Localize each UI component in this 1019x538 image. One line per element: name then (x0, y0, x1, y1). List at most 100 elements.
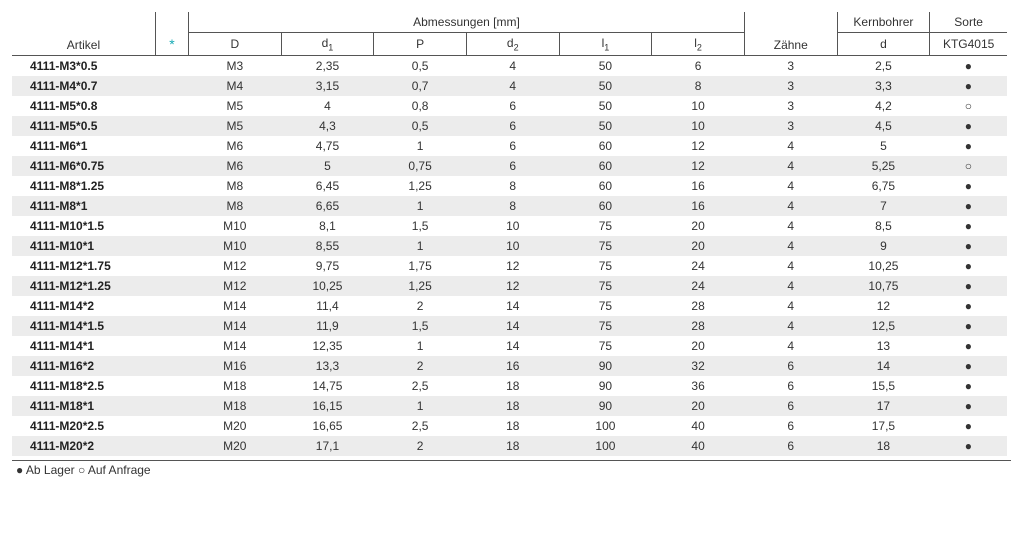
cell-l2: 12 (652, 136, 745, 156)
cell-l1: 75 (559, 256, 652, 276)
cell-d2: 18 (466, 376, 559, 396)
cell-star (155, 356, 188, 376)
cell-P: 0,8 (374, 96, 467, 116)
cell-artikel: 4111-M10*1 (12, 236, 155, 256)
cell-zahne: 6 (744, 436, 837, 456)
cell-D: M8 (188, 176, 281, 196)
cell-artikel: 4111-M5*0.8 (12, 96, 155, 116)
cell-artikel: 4111-M18*2.5 (12, 376, 155, 396)
cell-zahne: 6 (744, 376, 837, 396)
cell-artikel: 4111-M10*1.5 (12, 216, 155, 236)
table-row: 4111-M14*2M1411,42147528412● (12, 296, 1007, 316)
cell-d1: 4,75 (281, 136, 374, 156)
cell-l1: 75 (559, 316, 652, 336)
cell-kern-d: 3,3 (837, 76, 930, 96)
cell-l1: 50 (559, 116, 652, 136)
cell-d2: 12 (466, 256, 559, 276)
cell-kern-d: 10,75 (837, 276, 930, 296)
table-row: 4111-M18*1M1816,151189020617● (12, 396, 1007, 416)
cell-kern-d: 6,75 (837, 176, 930, 196)
cell-d2: 6 (466, 96, 559, 116)
cell-d1: 6,65 (281, 196, 374, 216)
cell-d2: 8 (466, 176, 559, 196)
cell-sorte: ● (930, 296, 1007, 316)
cell-zahne: 4 (744, 276, 837, 296)
cell-artikel: 4111-M8*1 (12, 196, 155, 216)
cell-artikel: 4111-M16*2 (12, 356, 155, 376)
cell-P: 1,75 (374, 256, 467, 276)
cell-d2: 6 (466, 116, 559, 136)
cell-l2: 12 (652, 156, 745, 176)
colgroup-sorte: Sorte (930, 12, 1007, 33)
legend: ● Ab Lager ○ Auf Anfrage (12, 460, 1011, 477)
cell-l2: 16 (652, 176, 745, 196)
table-row: 4111-M20*2M2017,121810040618● (12, 436, 1007, 456)
cell-D: M14 (188, 296, 281, 316)
col-l1: l1 (559, 33, 652, 56)
cell-l1: 60 (559, 156, 652, 176)
cell-l2: 32 (652, 356, 745, 376)
cell-zahne: 4 (744, 296, 837, 316)
table-row: 4111-M20*2.5M2016,652,51810040617,5● (12, 416, 1007, 436)
cell-star (155, 96, 188, 116)
table-row: 4111-M10*1M108,55110752049● (12, 236, 1007, 256)
cell-d2: 6 (466, 136, 559, 156)
cell-sorte: ○ (930, 96, 1007, 116)
cell-sorte: ● (930, 76, 1007, 96)
cell-l2: 40 (652, 436, 745, 456)
cell-artikel: 4111-M18*1 (12, 396, 155, 416)
cell-star (155, 156, 188, 176)
cell-P: 0,5 (374, 56, 467, 77)
cell-P: 1 (374, 196, 467, 216)
cell-l1: 90 (559, 356, 652, 376)
cell-artikel: 4111-M4*0.7 (12, 76, 155, 96)
table-row: 4111-M18*2.5M1814,752,5189036615,5● (12, 376, 1007, 396)
cell-P: 2,5 (374, 416, 467, 436)
table-row: 4111-M16*2M1613,32169032614● (12, 356, 1007, 376)
cell-d1: 4,3 (281, 116, 374, 136)
cell-star (155, 176, 188, 196)
cell-zahne: 4 (744, 256, 837, 276)
cell-kern-d: 18 (837, 436, 930, 456)
cell-sorte: ● (930, 116, 1007, 136)
cell-star (155, 416, 188, 436)
cell-P: 1 (374, 396, 467, 416)
cell-star (155, 236, 188, 256)
cell-zahne: 4 (744, 236, 837, 256)
cell-D: M16 (188, 356, 281, 376)
cell-sorte: ● (930, 196, 1007, 216)
cell-d1: 17,1 (281, 436, 374, 456)
col-P: P (374, 33, 467, 56)
cell-l2: 20 (652, 396, 745, 416)
cell-kern-d: 5 (837, 136, 930, 156)
cell-P: 0,75 (374, 156, 467, 176)
cell-kern-d: 12 (837, 296, 930, 316)
cell-d1: 14,75 (281, 376, 374, 396)
cell-star (155, 276, 188, 296)
cell-D: M6 (188, 136, 281, 156)
cell-zahne: 4 (744, 136, 837, 156)
cell-P: 0,5 (374, 116, 467, 136)
col-kern-d: d (837, 33, 930, 56)
cell-sorte: ● (930, 316, 1007, 336)
cell-d2: 8 (466, 196, 559, 216)
cell-artikel: 4111-M14*2 (12, 296, 155, 316)
cell-l1: 100 (559, 436, 652, 456)
cell-zahne: 6 (744, 416, 837, 436)
table-row: 4111-M4*0.7M43,150,7450833,3● (12, 76, 1007, 96)
cell-P: 1 (374, 336, 467, 356)
cell-d1: 6,45 (281, 176, 374, 196)
cell-D: M18 (188, 396, 281, 416)
cell-l2: 28 (652, 316, 745, 336)
cell-D: M14 (188, 316, 281, 336)
cell-d2: 10 (466, 236, 559, 256)
cell-zahne: 3 (744, 116, 837, 136)
cell-d1: 11,4 (281, 296, 374, 316)
cell-D: M5 (188, 116, 281, 136)
cell-d1: 10,25 (281, 276, 374, 296)
cell-l1: 75 (559, 216, 652, 236)
col-d2: d2 (466, 33, 559, 56)
cell-D: M6 (188, 156, 281, 176)
col-D: D (188, 33, 281, 56)
cell-artikel: 4111-M14*1 (12, 336, 155, 356)
